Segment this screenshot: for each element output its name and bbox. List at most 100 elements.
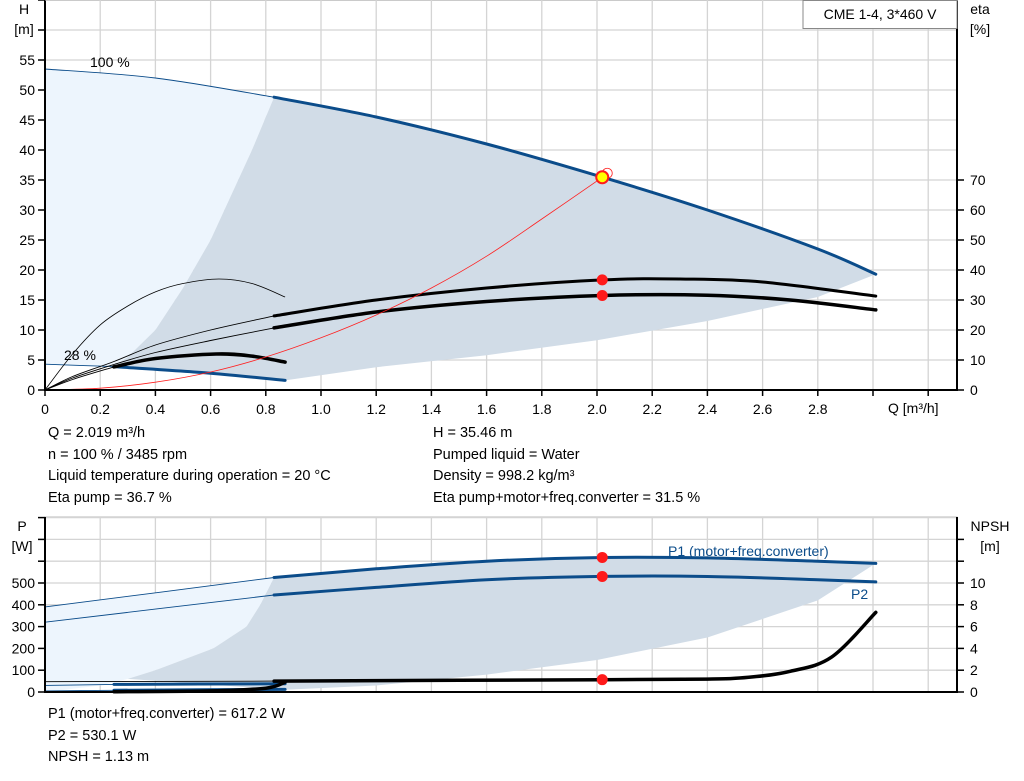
curve-eta_pump_100-extrapolated [44, 315, 275, 391]
y-axis-unit: [W] [12, 538, 33, 554]
curve-h_28 [112, 365, 287, 382]
y-tick-label: 300 [12, 619, 36, 635]
y-tick-label: 0 [27, 382, 35, 398]
y-tick-label: 15 [19, 292, 35, 308]
power-npsh-chart: 0 100 200 300 400 500 0 2 4 6 8 10 P [W] NPSH [m] P… [12, 516, 1010, 700]
y-tick-label: 200 [12, 640, 36, 656]
y2-tick-label: 10 [970, 352, 986, 368]
curve-npsh_100 [272, 610, 878, 683]
liquid-value: Pumped liquid = Water [433, 446, 580, 463]
curve-npsh_100-extrapolated [44, 680, 275, 683]
y-tick-label: 30 [19, 202, 35, 218]
speed-value: n = 100 % / 3485 rpm [48, 446, 188, 463]
x-tick-label: 1.0 [311, 401, 331, 417]
axes: 0 100 200 300 400 500 0 2 4 6 8 10 [12, 516, 986, 700]
x-axis-title: Q [m³/h] [888, 400, 939, 416]
p1-value: P1 (motor+freq.converter) = 617.2 W [48, 706, 285, 722]
curve-eta_total_100-extrapolated [44, 327, 275, 391]
operating-point [596, 290, 608, 301]
x-tick-label: 1.6 [477, 401, 497, 417]
x-tick-label: 1.2 [366, 401, 386, 417]
duty-point [595, 170, 610, 185]
x-tick-label: 1.8 [532, 401, 552, 417]
info-left: Q = 2.019 m³/h n = 100 % / 3485 rpm Liqu… [48, 423, 331, 509]
x-tick-label: 0.4 [146, 401, 166, 417]
flow-value: Q = 2.019 m³/h [48, 425, 146, 441]
y2-tick-label: 8 [970, 597, 978, 613]
curve-h_28-extrapolated [44, 363, 115, 368]
y2-tick-label: 2 [970, 662, 978, 678]
eta-total-value: Eta pump+motor+freq.converter = 31.5 % [433, 489, 701, 506]
y2-axis-unit: [%] [970, 21, 990, 37]
y-tick-label: 5 [27, 352, 35, 368]
head-efficiency-chart: 0 5 10 15 20 25 30 35 40 45 50 55 0 10 20 30 40 50 60 70 0 0.… [14, 0, 990, 417]
y-tick-label: 20 [19, 262, 35, 278]
npsh-value: NPSH = 1.13 m [48, 749, 150, 765]
y-tick-label: 40 [19, 142, 35, 158]
y2-tick-label: 60 [970, 202, 986, 218]
y-tick-label: 50 [19, 82, 35, 98]
x-tick-label: 0.6 [201, 401, 221, 417]
curve-p1_28-extrapolated [44, 683, 115, 686]
y2-tick-label: 70 [970, 172, 986, 188]
y-axis-unit: [m] [14, 21, 33, 37]
x-tick-label: 0.2 [90, 401, 110, 417]
legend-text: CME 1-4, 3*460 V [824, 6, 937, 22]
curve-p1-extrapolated [44, 577, 275, 608]
y-tick-label: 500 [12, 575, 36, 591]
y2-tick-label: 4 [970, 640, 978, 656]
info-right: H = 35.46 m Pumped liquid = Water Densit… [433, 423, 700, 509]
operating-point [596, 551, 608, 563]
x-tick-label: 2.8 [808, 401, 828, 417]
y2-tick-label: 20 [970, 322, 986, 338]
duty-points [596, 551, 608, 686]
y2-axis-title: NPSH [971, 518, 1010, 534]
y2-tick-label: 10 [970, 575, 986, 591]
duty-points [595, 167, 613, 301]
area-light [45, 69, 275, 367]
x-tick-label: 0 [41, 401, 49, 417]
curve-p2_28-extrapolated [44, 689, 115, 692]
density-value: Density = 998.2 kg/m³ [433, 468, 575, 484]
y2-tick-label: 50 [970, 232, 986, 248]
x-tick-label: 1.4 [422, 401, 442, 417]
x-tick-label: 0.8 [256, 401, 276, 417]
annotation-28-percent: 28 % [64, 347, 96, 363]
y2-tick-label: 6 [970, 619, 978, 635]
curve-system [44, 176, 603, 391]
curve-h_100-extrapolated [44, 68, 275, 98]
y-tick-label: 400 [12, 597, 36, 613]
info-bottom: P1 (motor+freq.converter) = 617.2 W P2 =… [48, 704, 285, 769]
y-tick-label: 100 [12, 662, 36, 678]
p2-value: P2 = 530.1 W [48, 727, 137, 744]
operating-point [596, 274, 608, 286]
series-label-p1: P1 (motor+freq.converter) [668, 543, 829, 559]
y-tick-label: 55 [19, 52, 35, 68]
y2-tick-label: 40 [970, 262, 986, 278]
y2-axis-title: eta [970, 1, 990, 17]
curve-p2-extrapolated [44, 594, 275, 623]
curve-eta_total_28-extrapolated [44, 366, 115, 391]
axes: 0 5 10 15 20 25 30 35 40 45 50 55 0 10 20 30 40 50 60 70 0 0.… [19, 0, 986, 417]
legend-box [802, 0, 958, 29]
y-axis-title: P [17, 518, 26, 534]
y-tick-label: 25 [19, 232, 35, 248]
x-tick-label: 2.4 [698, 401, 718, 417]
curve-p1_28 [112, 682, 287, 686]
operating-point [596, 570, 608, 582]
x-tick-label: 2.2 [642, 401, 662, 417]
x-tick-label: 2.6 [753, 401, 773, 417]
y2-tick-label: 30 [970, 292, 986, 308]
curve-eta_pump_28 [44, 278, 286, 391]
operating-point [596, 674, 608, 686]
y-tick-label: 35 [19, 172, 35, 188]
y-tick-label: 45 [19, 112, 35, 128]
y-axis-title: H [19, 1, 29, 17]
head-value: H = 35.46 m [433, 425, 513, 441]
annotation-100-percent: 100 % [90, 54, 130, 70]
temperature-value: Liquid temperature during operation = 20… [48, 468, 331, 484]
y-tick-label: 0 [27, 684, 35, 700]
series-label-p2: P2 [851, 586, 868, 602]
eta-pump-value: Eta pump = 36.7 % [48, 489, 172, 506]
